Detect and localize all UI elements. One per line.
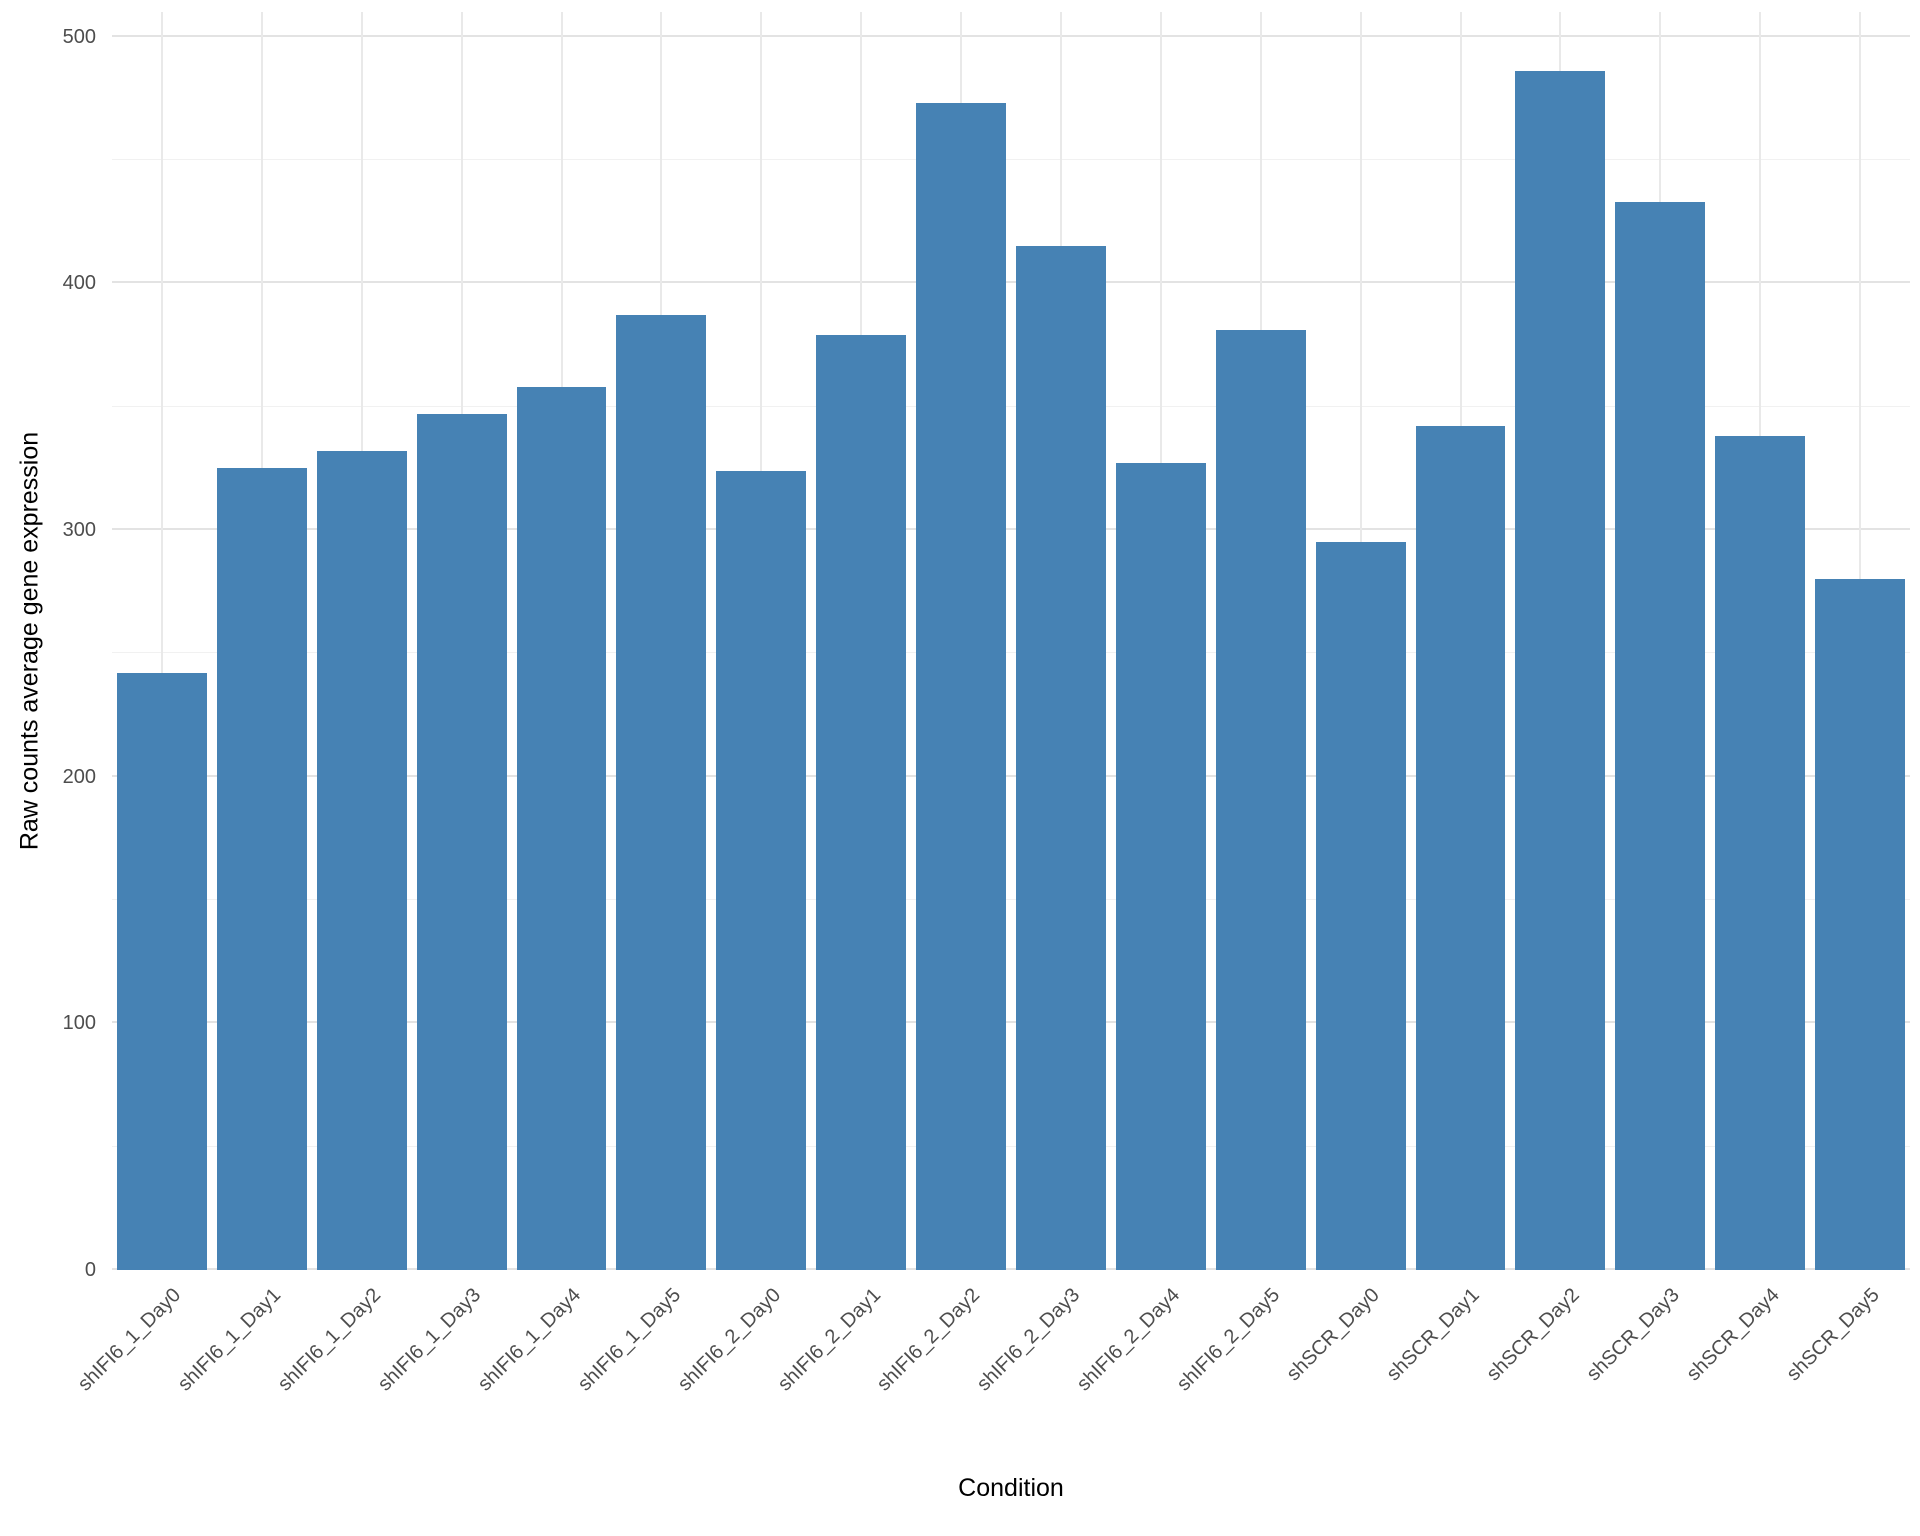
bar [416,414,507,1270]
x-tick-label: shIFI6_1_Day5 [573,1284,685,1396]
minor-gridline [112,1145,1910,1147]
minor-gridline [112,652,1910,654]
bar [516,386,607,1270]
y-tick-label: 500 [62,25,96,48]
bar [316,451,407,1270]
bar [1315,542,1406,1270]
bar [1015,246,1106,1270]
vertical-gridline [160,12,163,1270]
bar [1515,71,1606,1270]
x-tick-label: shSCR_Day1 [1382,1284,1485,1386]
y-tick-label: 300 [62,519,96,541]
y-tick-label: 0 [84,1259,96,1281]
x-tick-label: shSCR_Day3 [1582,1284,1684,1386]
bar [916,103,1006,1270]
bar [1815,579,1905,1270]
x-tick-label: shSCR_Day2 [1482,1284,1584,1386]
x-tick-label: shSCR_Day4 [1682,1284,1784,1386]
x-tick-label: shIFI6_2_Day0 [673,1284,785,1396]
x-tick-label: shIFI6_1_Day2 [273,1284,386,1396]
bar [1715,436,1806,1270]
bar [116,673,207,1270]
x-tick-label: shIFI6_1_Day4 [473,1284,586,1396]
bar [1615,201,1706,1270]
x-tick-label: shIFI6_2_Day5 [1172,1284,1285,1396]
x-tick-label: shIFI6_1_Day0 [74,1284,186,1396]
bar [716,470,807,1270]
x-tick-label: shIFI6_1_Day3 [373,1284,486,1396]
x-tick-label: shIFI6_1_Day1 [173,1284,286,1396]
bar [816,335,907,1270]
bar [1215,330,1306,1270]
major-gridline [112,1021,1910,1024]
major-gridline [112,528,1910,530]
y-tick-label: 400 [62,272,96,295]
x-axis-title: Condition [958,1474,1064,1502]
bar [1415,426,1506,1270]
x-tick-label: shIFI6_2_Day1 [773,1284,885,1396]
x-tick-label: shIFI6_2_Day2 [873,1284,985,1396]
major-gridline [112,281,1910,284]
bar [1115,463,1206,1270]
x-tick-label: shIFI6_2_Day4 [1072,1284,1185,1396]
bar [216,468,307,1270]
minor-gridline [112,159,1910,160]
minor-gridline [112,899,1910,900]
x-tick-label: shSCR_Day5 [1782,1284,1884,1386]
major-gridline [112,34,1910,37]
x-tick-label: shSCR_Day0 [1282,1284,1385,1386]
y-tick-label: 200 [62,765,96,788]
y-tick-label: 100 [62,1012,96,1035]
minor-gridline [112,405,1910,407]
x-tick-label: shIFI6_2_Day3 [973,1284,1085,1396]
bar [616,315,707,1270]
major-gridline [112,1268,1910,1270]
plot-area [112,12,1910,1270]
major-gridline [112,774,1910,777]
